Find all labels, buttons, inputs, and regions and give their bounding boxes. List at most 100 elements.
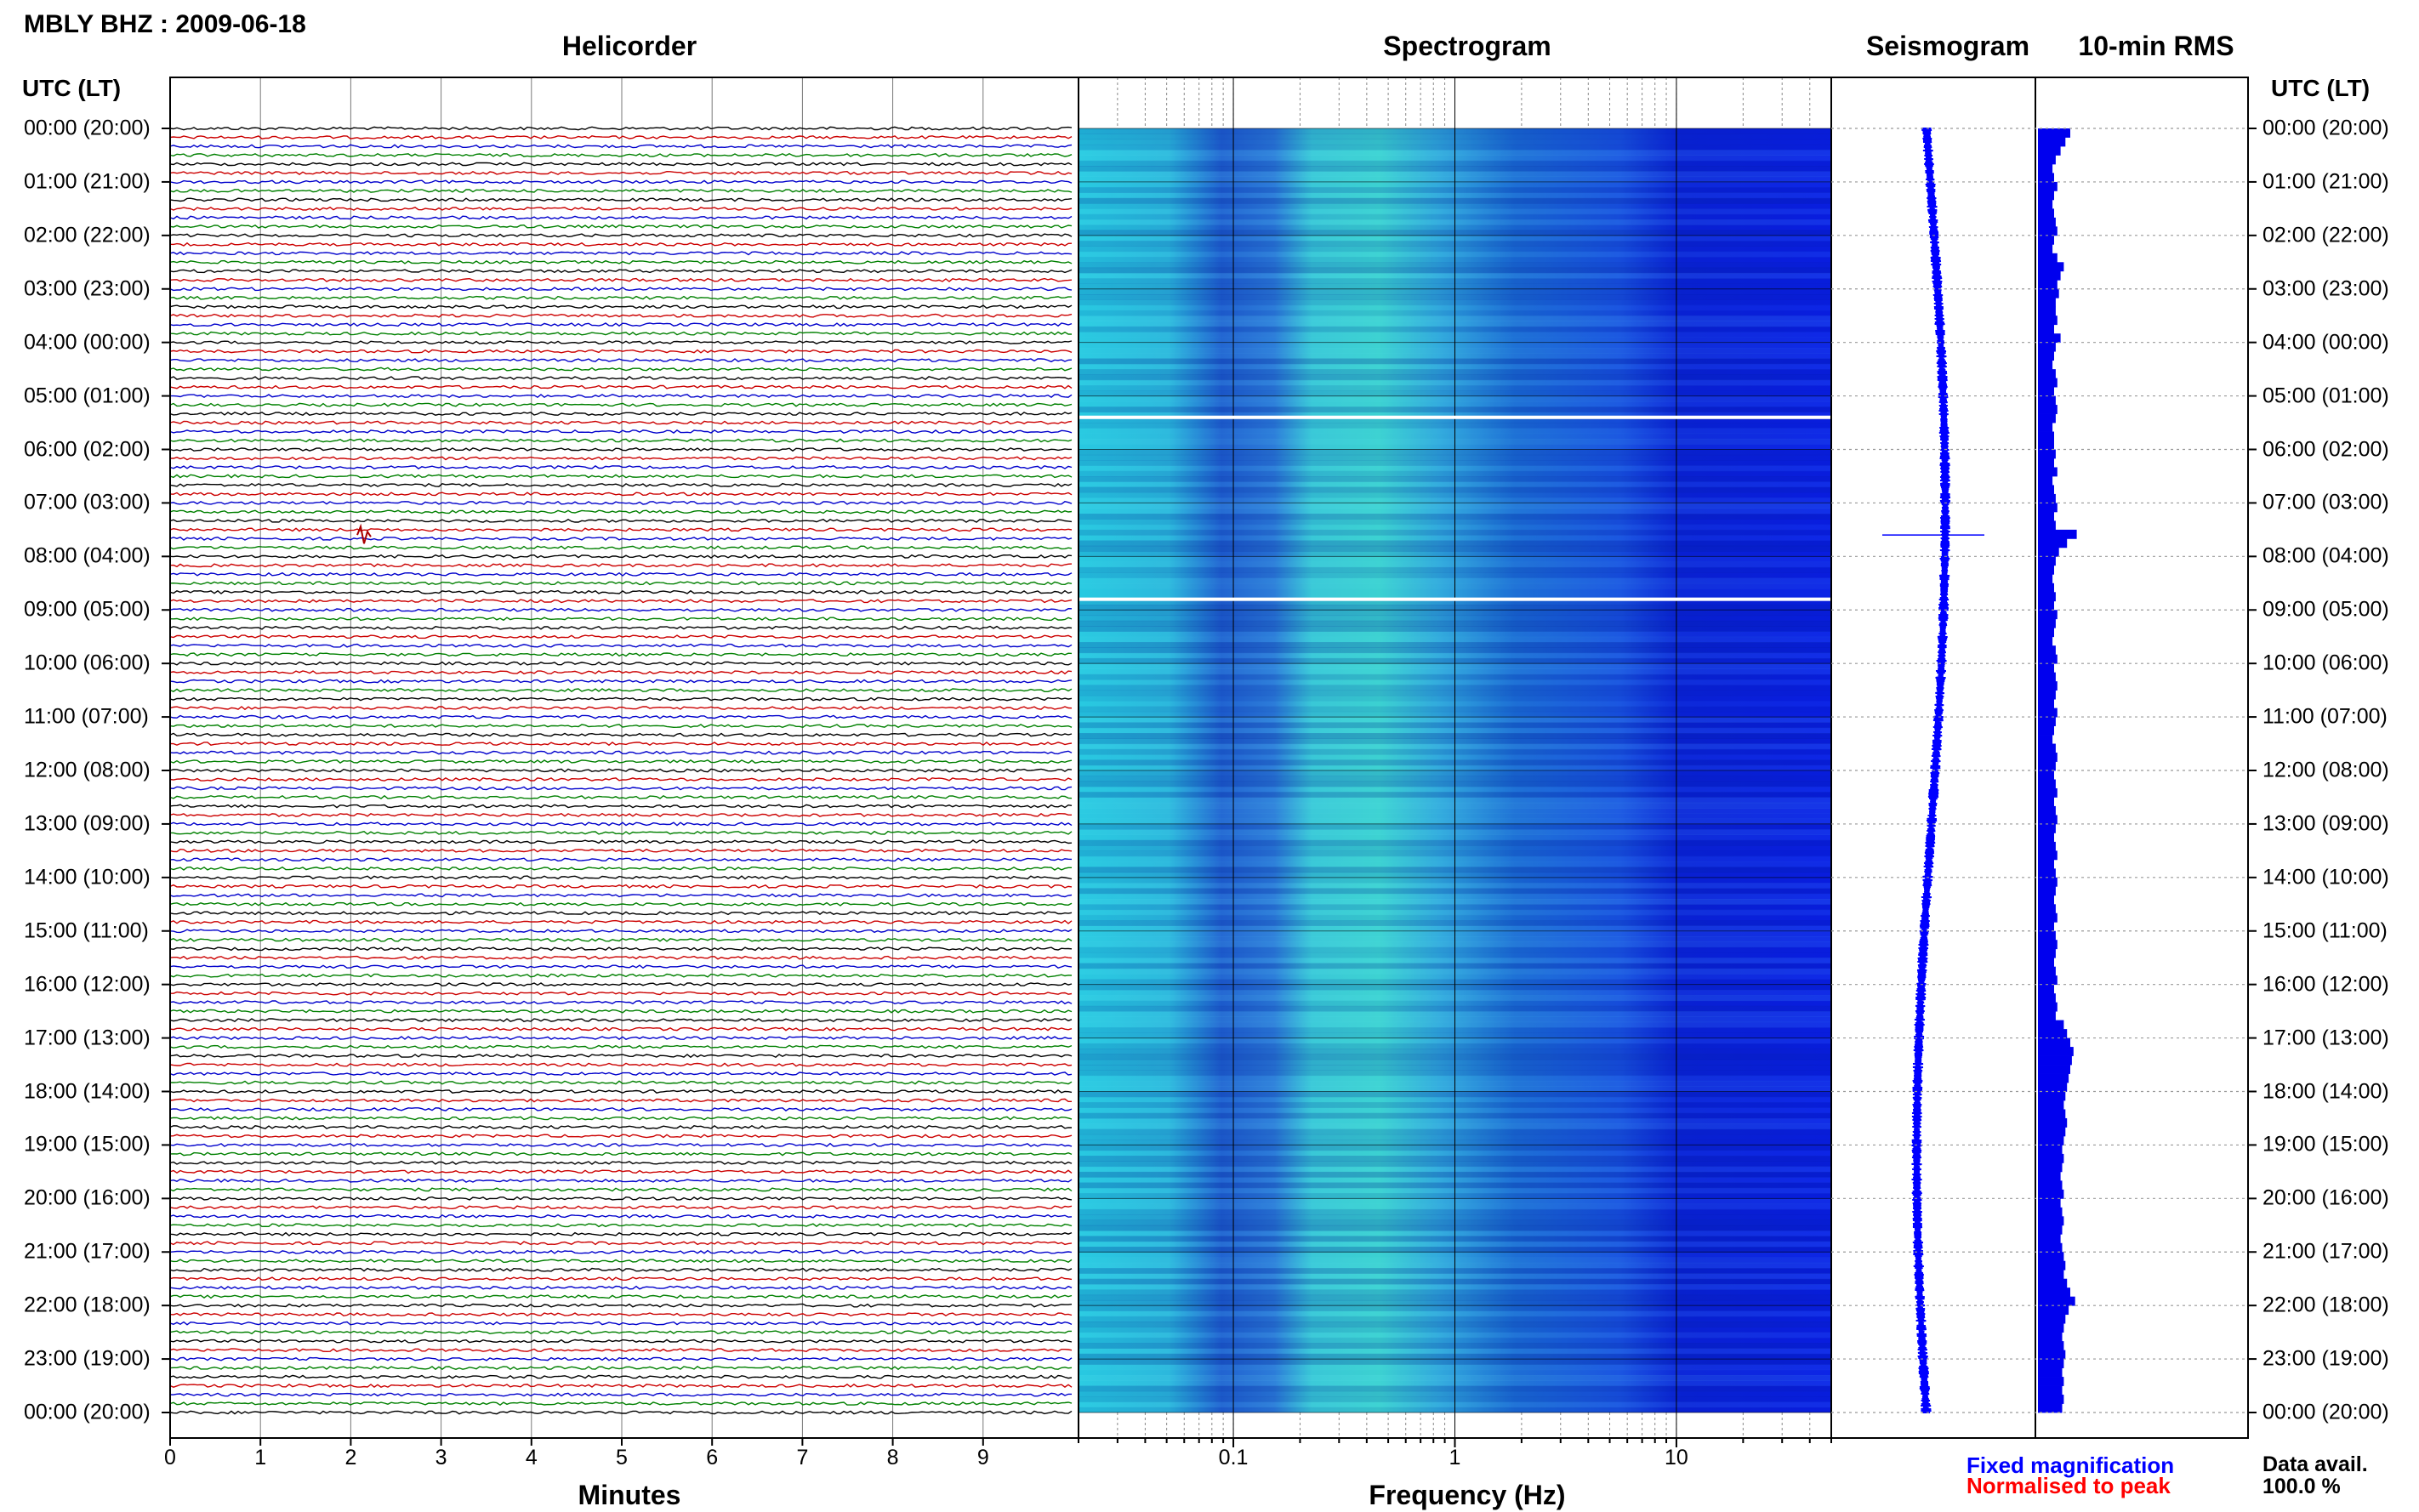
helicorder-trace: [169, 384, 1073, 389]
helicorder-trace: [169, 1392, 1072, 1397]
utc-label-right: UTC (LT): [2271, 75, 2371, 101]
rms-bar: [2038, 948, 2056, 958]
rms-bar: [2038, 1117, 2068, 1128]
helicorder-trace: [169, 251, 1073, 256]
helicorder-trace: [169, 1036, 1073, 1041]
rms-bar: [2038, 1055, 2072, 1066]
rms-bar: [2038, 342, 2056, 352]
helicorder-trace: [169, 1044, 1073, 1049]
helicorder-trace: [169, 429, 1073, 434]
rms-bar: [2038, 413, 2056, 423]
helicorder-trace: [169, 376, 1073, 381]
rms-bar: [2038, 226, 2058, 236]
time-label: 11:00 (07:00): [2262, 704, 2388, 729]
helicorder-trace: [169, 1285, 1073, 1290]
helicorder-trace: [169, 1098, 1072, 1103]
helicorder-trace: [169, 269, 1073, 274]
time-label: 17:00 (13:00): [2262, 1026, 2389, 1050]
helicorder-trace: [169, 776, 1073, 782]
spectrogram-xlabel: Frequency (Hz): [1369, 1480, 1566, 1510]
rms-bar: [2038, 1367, 2063, 1378]
rms-bar: [2038, 993, 2056, 1003]
helicorder-trace: [169, 412, 1073, 417]
time-label: 23:00 (19:00): [24, 1346, 151, 1371]
rms-bar: [2038, 431, 2054, 441]
rms-bar: [2038, 1234, 2061, 1244]
legend-normalised-to-peak: Normalised to peak: [1967, 1473, 2171, 1498]
helicorder-trace: [169, 911, 1073, 916]
helicorder-trace: [169, 1071, 1073, 1077]
rms-bar: [2038, 636, 2053, 646]
rms-bar: [2038, 155, 2056, 165]
helicorder-trace: [169, 1231, 1073, 1236]
helicorder-trace: [169, 1339, 1073, 1344]
helicorder-trace: [170, 1080, 1073, 1085]
rms-bar: [2038, 1270, 2064, 1280]
helicorder-trace: [169, 812, 1072, 817]
helicorder-trace: [169, 617, 1073, 622]
time-label: 21:00 (17:00): [2262, 1239, 2389, 1264]
helicorder-trace: [169, 1294, 1073, 1299]
rms-bar: [2038, 1180, 2063, 1191]
rms-bar: [2038, 298, 2056, 308]
rms-bar: [2038, 360, 2053, 370]
rms-bar: [2038, 556, 2056, 566]
helicorder-trace: [169, 724, 1073, 729]
time-label: 12:00 (08:00): [2262, 758, 2389, 782]
helicorder-trace: [169, 162, 1073, 167]
helicorder-trace: [169, 224, 1073, 229]
helicorder-trace: [169, 794, 1073, 799]
plot-frame: [169, 77, 2249, 1439]
helicorder-trace: [169, 1303, 1073, 1308]
helicorder-trace: [169, 527, 1073, 532]
rms-bar: [2038, 699, 2054, 708]
rms-bar: [2038, 787, 2058, 798]
helicorder-title: Helicorder: [561, 31, 697, 61]
rms-bar: [2038, 618, 2056, 628]
helicorder-trace: [169, 973, 1073, 978]
rms-bar: [2038, 681, 2058, 691]
rms-bar: [2038, 583, 2054, 593]
helicorder-trace: [169, 1196, 1073, 1201]
helicorder-trace: [169, 358, 1073, 363]
helicorder-trace: [169, 134, 1073, 140]
rms-bar: [2038, 253, 2058, 263]
rms-bar: [2038, 1225, 2063, 1235]
helicorder-trace: [169, 1348, 1073, 1353]
helicorder-trace: [169, 331, 1072, 336]
helicorder-trace: [169, 1276, 1073, 1282]
helicorder-trace: [169, 1018, 1073, 1023]
time-label: 07:00 (03:00): [2262, 490, 2389, 514]
rms-bar: [2038, 441, 2054, 450]
rms-bar: [2038, 1385, 2063, 1395]
helicorder-trace: [169, 233, 1073, 238]
rms-bar: [2038, 1207, 2063, 1217]
rms-bar: [2038, 485, 2054, 495]
rms-bar: [2038, 645, 2056, 656]
time-label: 17:00 (13:00): [24, 1026, 151, 1050]
time-label: 15:00 (11:00): [24, 918, 149, 943]
rms-bar: [2038, 351, 2054, 361]
helicorder-trace: [169, 554, 1073, 559]
helicorder-trace: [169, 652, 1073, 657]
helicorder-xlabel: Minutes: [578, 1480, 681, 1510]
time-label: 13:00 (09:00): [24, 811, 151, 836]
data-availability-label: Data avail.: [2262, 1452, 2368, 1476]
helicorder-trace: [169, 170, 1073, 175]
helicorder-trace: [169, 581, 1073, 586]
helicorder-trace: [169, 929, 1073, 934]
rms-bar: [2038, 1037, 2070, 1048]
helicorder-trace: [169, 768, 1073, 773]
rms-bar: [2038, 458, 2054, 468]
rms-bar: [2038, 1403, 2063, 1413]
time-label: 05:00 (01:00): [2262, 384, 2389, 408]
rms-bar: [2038, 235, 2054, 245]
rms-bar: [2038, 1083, 2068, 1092]
helicorder-trace: [169, 259, 1073, 264]
helicorder-trace: [169, 884, 1073, 889]
helicorder-trace: [169, 804, 1073, 809]
rms-bar: [2038, 1047, 2074, 1056]
rms-bar: [2038, 395, 2056, 406]
rms-bar: [2038, 1260, 2066, 1270]
helicorder-trace: [169, 438, 1073, 443]
